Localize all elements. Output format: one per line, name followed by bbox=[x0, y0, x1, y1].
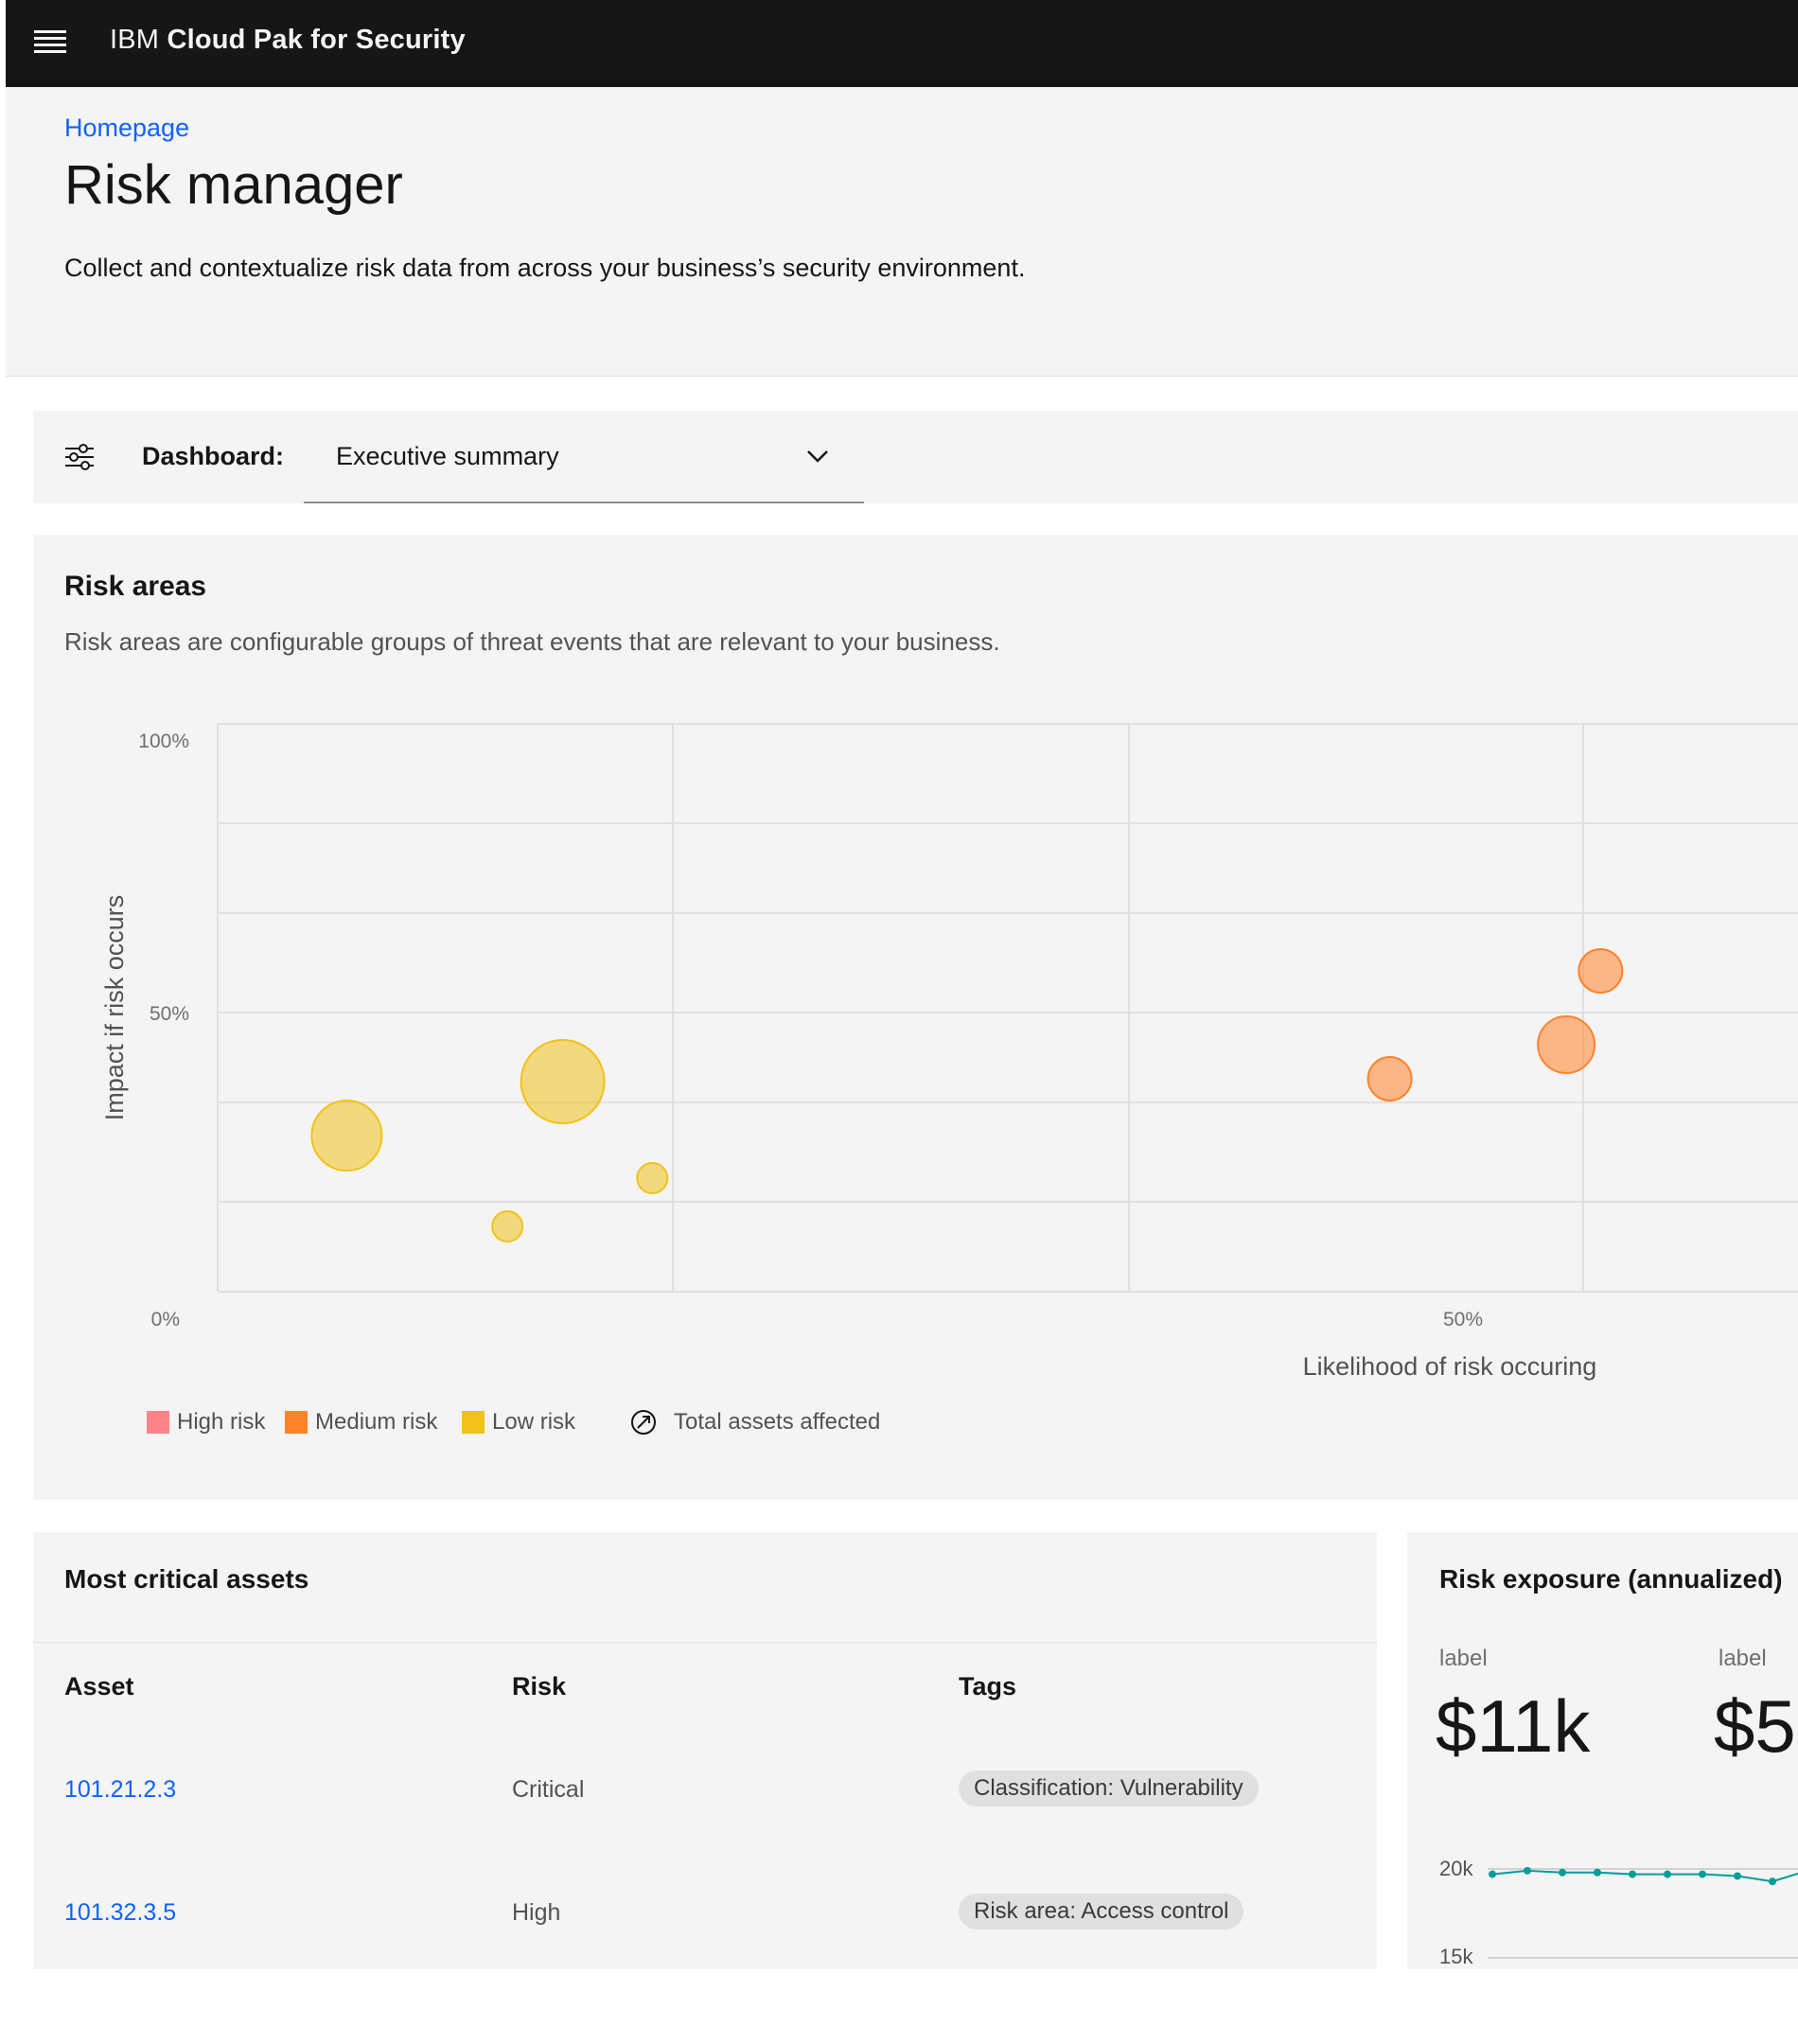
data-point-low bbox=[310, 1100, 383, 1172]
risk-level: Critical bbox=[512, 1776, 585, 1803]
data-point-low bbox=[491, 1210, 524, 1242]
spark-point bbox=[1524, 1866, 1531, 1875]
table-row: 101.21.2.3 Critical Classification: Vuln… bbox=[33, 1771, 1377, 1890]
spark-tick-label: 15k bbox=[1439, 1945, 1473, 1968]
column-header-risk[interactable]: Risk bbox=[512, 1672, 567, 1700]
spark-point bbox=[1594, 1868, 1601, 1877]
legend-swatch-medium bbox=[285, 1411, 308, 1434]
dashboard-dropdown[interactable]: Executive summary bbox=[304, 411, 864, 503]
product-name[interactable]: IBM Cloud Pak for Security bbox=[110, 25, 466, 56]
y-tick-label: 100% bbox=[138, 731, 189, 752]
exposure-sparkline: 20k 15k bbox=[1439, 1857, 1798, 1968]
settings-adjust-icon[interactable] bbox=[63, 443, 96, 471]
page-header: Homepage Risk manager Collect and contex… bbox=[6, 87, 1798, 377]
legend-label: Total assets affected bbox=[674, 1409, 881, 1435]
page-description: Collect and contextualize risk data from… bbox=[64, 254, 1026, 282]
dashboard-selected-value: Executive summary bbox=[336, 442, 559, 470]
y-tick-label: 0% bbox=[151, 1309, 180, 1330]
top-nav-bar: IBM Cloud Pak for Security bbox=[6, 0, 1798, 87]
spark-point bbox=[1664, 1870, 1671, 1878]
legend-label: Low risk bbox=[492, 1409, 576, 1435]
data-point-medium bbox=[1578, 948, 1624, 994]
page-title: Risk manager bbox=[64, 154, 403, 216]
data-point-medium bbox=[1537, 1015, 1596, 1074]
brand-name: Cloud Pak for Security bbox=[167, 25, 466, 55]
risk-exposure-panel: Risk exposure (annualized) label $11k la… bbox=[1407, 1532, 1798, 1969]
spark-point bbox=[1489, 1870, 1496, 1878]
spark-line bbox=[1491, 1869, 1798, 1883]
y-tick-label: 50% bbox=[150, 1003, 189, 1025]
critical-assets-title: Most critical assets bbox=[64, 1564, 309, 1594]
risk-areas-description: Risk areas are configurable groups of th… bbox=[64, 627, 1000, 656]
legend-swatch-high bbox=[147, 1411, 169, 1434]
spark-point bbox=[1629, 1870, 1636, 1878]
asset-link[interactable]: 101.21.2.3 bbox=[64, 1776, 177, 1803]
menu-icon[interactable] bbox=[34, 28, 66, 53]
risk-exposure-title: Risk exposure (annualized) bbox=[1439, 1564, 1783, 1594]
legend-swatch-low bbox=[462, 1411, 485, 1434]
spark-point bbox=[1699, 1870, 1706, 1878]
data-point-low bbox=[520, 1039, 606, 1124]
kpi-label: label bbox=[1719, 1646, 1767, 1671]
kpi-value: $11k bbox=[1436, 1684, 1591, 1768]
x-axis-label: Likelihood of risk occuring bbox=[1303, 1352, 1597, 1381]
divider bbox=[33, 1642, 1377, 1643]
dashboard-label: Dashboard: bbox=[142, 442, 285, 470]
y-axis-label: Impact if risk occurs bbox=[100, 895, 129, 1121]
table-row: 101.32.3.5 High Risk area: Access contro… bbox=[33, 1894, 1377, 2013]
dashboard-bar: Dashboard: Executive summary bbox=[33, 411, 1798, 503]
breadcrumb-homepage[interactable]: Homepage bbox=[64, 114, 190, 142]
risk-level: High bbox=[512, 1899, 561, 1926]
critical-assets-panel: Most critical assets Asset Risk Tags 101… bbox=[33, 1532, 1377, 1969]
kpi-value: $5 bbox=[1714, 1684, 1796, 1768]
risk-areas-panel: Risk areas Risk areas are configurable g… bbox=[33, 535, 1798, 1500]
spark-tick-label: 20k bbox=[1439, 1857, 1473, 1880]
spark-point bbox=[1559, 1868, 1566, 1877]
data-point-medium bbox=[1366, 1056, 1413, 1101]
kpi-label: label bbox=[1439, 1646, 1488, 1671]
risk-areas-title: Risk areas bbox=[64, 571, 207, 602]
spark-point bbox=[1769, 1877, 1776, 1886]
column-header-asset[interactable]: Asset bbox=[64, 1672, 134, 1700]
data-point-low bbox=[636, 1162, 669, 1194]
risk-bubble-chart: 100% 50% 0% 50% Likelihood of risk occur… bbox=[100, 723, 1798, 1381]
spark-point bbox=[1734, 1872, 1741, 1880]
tag-chip[interactable]: Risk area: Access control bbox=[959, 1894, 1244, 1929]
spark-series bbox=[1489, 1866, 1798, 1886]
bubble-size-icon bbox=[631, 1410, 656, 1435]
column-header-tags[interactable]: Tags bbox=[959, 1672, 1017, 1700]
legend-label: Medium risk bbox=[315, 1409, 438, 1435]
chevron-down-icon bbox=[807, 450, 828, 463]
brand-prefix: IBM bbox=[110, 25, 160, 55]
tag-chip[interactable]: Classification: Vulnerability bbox=[959, 1771, 1259, 1806]
x-tick-label: 50% bbox=[1443, 1309, 1483, 1330]
chart-grid bbox=[217, 723, 1798, 1293]
chart-points bbox=[310, 948, 1624, 1242]
asset-link[interactable]: 101.32.3.5 bbox=[64, 1899, 177, 1926]
legend-label: High risk bbox=[177, 1409, 266, 1435]
spark-grid bbox=[1488, 1868, 1798, 1959]
